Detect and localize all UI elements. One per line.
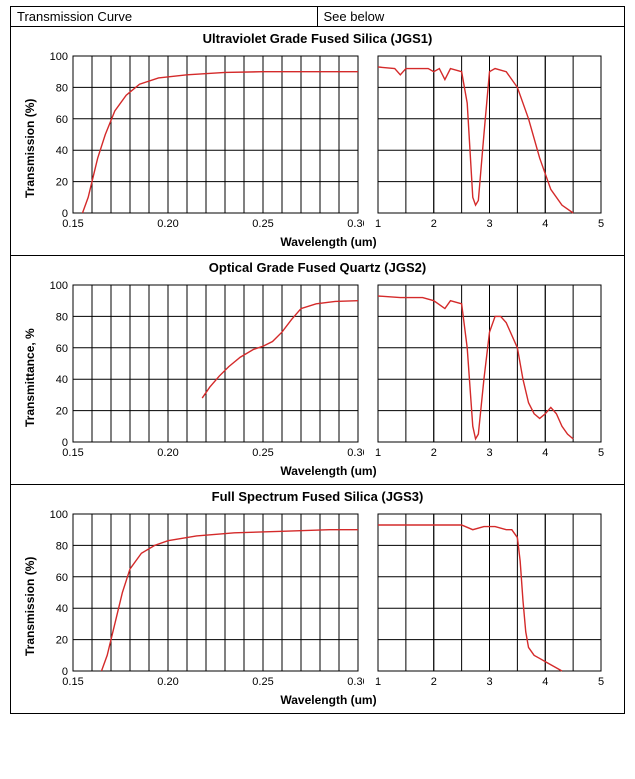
header-right-label: See below <box>318 7 625 26</box>
svg-text:2: 2 <box>431 447 437 459</box>
svg-text:80: 80 <box>56 540 68 552</box>
chart-left-panel: 0204060801000.150.200.250.30 <box>39 277 364 462</box>
panels-row: 0204060801000.150.200.250.3012345 <box>39 506 618 691</box>
svg-text:80: 80 <box>56 82 68 94</box>
svg-text:5: 5 <box>598 676 604 688</box>
svg-text:3: 3 <box>486 218 492 230</box>
svg-text:0.30: 0.30 <box>347 676 364 688</box>
chart-body: Transmittance, %0204060801000.150.200.25… <box>21 277 618 478</box>
svg-text:0.25: 0.25 <box>252 676 273 688</box>
svg-text:0.30: 0.30 <box>347 218 364 230</box>
svg-text:4: 4 <box>542 218 548 230</box>
y-axis-label: Transmittance, % <box>21 277 39 478</box>
svg-text:2: 2 <box>431 676 437 688</box>
chart-right-panel: 1 2 3 4 5 <box>372 48 607 233</box>
svg-text:60: 60 <box>56 572 68 584</box>
svg-text:80: 80 <box>56 311 68 323</box>
y-axis-label: Transmission (%) <box>21 48 39 249</box>
chart-left-panel: 0204060801000.150.200.250.30 <box>39 506 364 691</box>
svg-text:3: 3 <box>486 676 492 688</box>
plot-wrap: 0204060801000.150.200.250.3012345Wavelen… <box>39 506 618 707</box>
svg-text:5: 5 <box>598 447 604 459</box>
svg-text:0.25: 0.25 <box>252 218 273 230</box>
chart-title: Full Spectrum Fused Silica (JGS3) <box>17 489 618 504</box>
chart-block: Optical Grade Fused Quartz (JGS2) Transmi… <box>11 255 624 484</box>
svg-text:100: 100 <box>50 280 68 292</box>
svg-text:1: 1 <box>375 676 381 688</box>
svg-text:3: 3 <box>486 447 492 459</box>
chart-right-panel: 1 2 3 4 5 <box>372 277 607 462</box>
svg-text:2: 2 <box>431 218 437 230</box>
svg-text:40: 40 <box>56 145 68 157</box>
svg-text:20: 20 <box>56 635 68 647</box>
chart-block: Ultraviolet Grade Fused Silica (JGS1) Tra… <box>11 27 624 255</box>
svg-text:0.30: 0.30 <box>347 447 364 459</box>
outer-frame: Transmission Curve See below Ultraviolet… <box>10 6 625 714</box>
svg-text:20: 20 <box>56 406 68 418</box>
chart-right-panel: 1 2 3 4 5 <box>372 506 607 691</box>
svg-text:4: 4 <box>542 676 548 688</box>
header-left-label: Transmission Curve <box>11 7 318 26</box>
svg-text:1: 1 <box>375 447 381 459</box>
svg-text:40: 40 <box>56 603 68 615</box>
x-axis-label: Wavelength (um) <box>39 464 618 478</box>
panels-row: 0204060801000.150.200.250.3012345 <box>39 48 618 233</box>
svg-text:60: 60 <box>56 114 68 126</box>
x-axis-label: Wavelength (um) <box>39 235 618 249</box>
svg-text:0.15: 0.15 <box>62 676 83 688</box>
page-root: Transmission Curve See below Ultraviolet… <box>0 0 635 724</box>
svg-text:0.20: 0.20 <box>157 218 178 230</box>
svg-text:0.20: 0.20 <box>157 447 178 459</box>
svg-text:0.25: 0.25 <box>252 447 273 459</box>
header-row: Transmission Curve See below <box>11 7 624 27</box>
chart-body: Transmission (%)0204060801000.150.200.25… <box>21 506 618 707</box>
svg-text:4: 4 <box>542 447 548 459</box>
chart-title: Optical Grade Fused Quartz (JGS2) <box>17 260 618 275</box>
svg-text:20: 20 <box>56 177 68 189</box>
chart-title: Ultraviolet Grade Fused Silica (JGS1) <box>17 31 618 46</box>
svg-text:0.15: 0.15 <box>62 447 83 459</box>
plot-wrap: 0204060801000.150.200.250.3012345Wavelen… <box>39 48 618 249</box>
plot-wrap: 0204060801000.150.200.250.3012345Wavelen… <box>39 277 618 478</box>
svg-text:0.15: 0.15 <box>62 218 83 230</box>
chart-body: Transmission (%)0204060801000.150.200.25… <box>21 48 618 249</box>
svg-text:5: 5 <box>598 218 604 230</box>
svg-text:1: 1 <box>375 218 381 230</box>
svg-text:0.20: 0.20 <box>157 676 178 688</box>
chart-block: Full Spectrum Fused Silica (JGS3) Transmi… <box>11 484 624 713</box>
charts-host: Ultraviolet Grade Fused Silica (JGS1) Tra… <box>11 27 624 713</box>
chart-left-panel: 0204060801000.150.200.250.30 <box>39 48 364 233</box>
svg-text:60: 60 <box>56 343 68 355</box>
panels-row: 0204060801000.150.200.250.3012345 <box>39 277 618 462</box>
x-axis-label: Wavelength (um) <box>39 693 618 707</box>
svg-text:100: 100 <box>50 51 68 63</box>
svg-text:100: 100 <box>50 509 68 521</box>
svg-text:40: 40 <box>56 374 68 386</box>
y-axis-label: Transmission (%) <box>21 506 39 707</box>
